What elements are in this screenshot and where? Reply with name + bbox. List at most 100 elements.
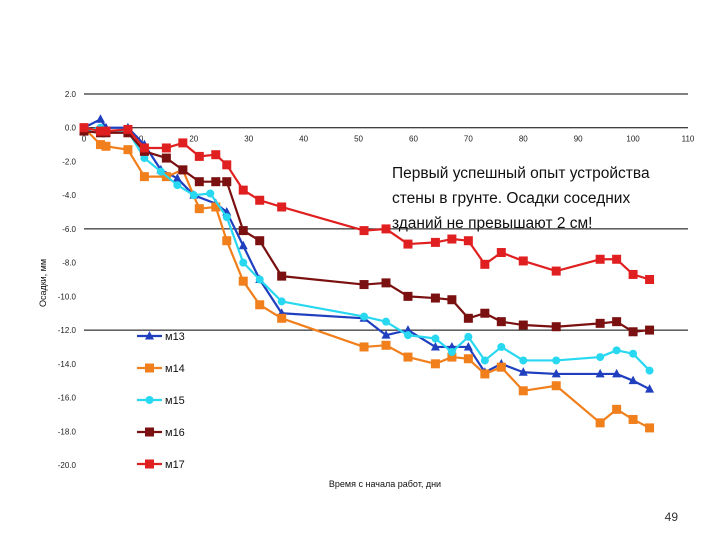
point-м17-26 [645, 275, 655, 284]
point-м13-6 [172, 173, 182, 182]
point-м16-8 [211, 177, 221, 187]
y-tick-labels: 2.0 0.0 -2.0 -4.0 -6.0 -8.0 -10.0 -12.0 -14.0 -16… [58, 90, 77, 470]
point-м15-22 [552, 356, 561, 365]
point-м17-6 [178, 138, 188, 148]
point-м14-9 [222, 236, 232, 246]
legend-item-м14: м14 [137, 363, 185, 375]
point-м13-23 [595, 368, 605, 378]
point-м14-25 [628, 414, 638, 424]
point-м16-23 [595, 318, 605, 328]
point-м17-21 [518, 256, 528, 266]
legend-item-м13: м13 [137, 331, 185, 343]
series-м17 [79, 123, 655, 284]
point-м15-19 [480, 356, 489, 365]
point-м17-15 [403, 239, 413, 249]
point-м14-7 [194, 204, 204, 214]
annotation-text: Первый успешный опыт устройства стены в … [392, 165, 650, 232]
point-м14-19 [480, 369, 490, 379]
point-м17-13 [359, 226, 369, 236]
y-tick-0: 2.0 [65, 90, 77, 99]
point-м13-10 [238, 240, 248, 250]
point-м14-4 [139, 172, 149, 182]
point-м14-23 [595, 418, 605, 428]
y-tick-11: -20.0 [58, 461, 77, 470]
point-м14-3 [123, 145, 133, 155]
point-м14-2 [101, 141, 111, 151]
point-м17-24 [612, 254, 622, 264]
x-axis-label: Время с начала работ, дни [329, 479, 441, 489]
point-м14-21 [518, 386, 528, 396]
legend-marker-м14 [145, 363, 154, 373]
point-м14-10 [238, 276, 248, 286]
point-м15-21 [519, 356, 528, 365]
point-м15-7 [189, 191, 198, 200]
y-tick-8: -14.0 [58, 360, 77, 369]
point-м16-21 [518, 320, 528, 330]
point-м16-24 [612, 317, 622, 327]
point-м16-16 [430, 293, 440, 303]
point-м15-14 [382, 317, 390, 326]
legend-item-м17: м17 [137, 459, 185, 471]
x-tick-6: 60 [409, 135, 418, 144]
point-м15-10 [239, 258, 248, 267]
x-tick-3: 30 [244, 135, 253, 144]
point-м14-20 [496, 362, 506, 372]
point-м16-22 [551, 322, 561, 332]
legend-label-м13: м13 [165, 331, 185, 343]
point-м16-15 [403, 291, 413, 301]
legend-label-м17: м17 [165, 459, 185, 471]
point-м15-17 [447, 348, 456, 357]
point-м14-12 [277, 313, 287, 323]
point-м17-12 [277, 202, 287, 212]
point-м17-3 [123, 124, 133, 134]
point-м16-20 [496, 317, 506, 327]
point-м14-15 [403, 352, 413, 362]
point-м13-16 [430, 341, 440, 351]
point-м15-11 [255, 275, 264, 284]
point-м17-1 [95, 126, 105, 136]
point-м16-25 [628, 327, 638, 337]
legend-label-м16: м16 [165, 427, 185, 439]
point-м17-8 [211, 150, 221, 160]
point-м14-22 [551, 381, 561, 391]
point-м16-13 [359, 280, 369, 290]
point-м15-18 [464, 332, 473, 341]
point-м17-0 [79, 123, 89, 133]
point-м13-15 [403, 325, 413, 334]
point-м17-10 [238, 185, 248, 195]
legend-label-м15: м15 [165, 395, 185, 407]
point-м15-20 [497, 342, 506, 351]
legend-marker-м16 [145, 427, 154, 437]
y-tick-10: -18.0 [58, 427, 77, 436]
annotation-line-2: стены в грунте. Осадки соседних [392, 190, 630, 207]
point-м14-24 [612, 404, 622, 414]
point-м16-7 [194, 177, 204, 187]
point-м15-25 [629, 349, 638, 358]
point-м17-16 [430, 237, 440, 247]
x-tick-11: 110 [682, 135, 695, 144]
point-м13-1 [95, 114, 105, 123]
point-м17-22 [551, 266, 561, 276]
legend-item-м16: м16 [137, 427, 185, 439]
point-м15-12 [277, 297, 286, 306]
point-м16-17 [447, 295, 457, 305]
point-м17-11 [255, 195, 265, 205]
point-м17-23 [595, 254, 605, 264]
point-м16-26 [645, 325, 655, 335]
y-tick-7: -12.0 [58, 326, 77, 335]
point-м13-24 [612, 368, 622, 378]
y-tick-1: 0.0 [65, 124, 77, 133]
point-м16-14 [381, 278, 391, 288]
point-м17-14 [381, 224, 391, 234]
y-axis-label: Осадки, мм [38, 259, 48, 307]
point-м15-5 [156, 167, 165, 176]
x-tick-9: 90 [574, 135, 583, 144]
annotation-line-1: Первый успешный опыт устройства [392, 165, 650, 182]
point-м15-4 [140, 154, 149, 163]
x-tick-7: 70 [464, 135, 473, 144]
y-tick-3: -4.0 [62, 191, 76, 200]
point-м16-19 [480, 308, 490, 318]
point-м13-17 [447, 341, 457, 351]
point-м13-14 [381, 330, 391, 339]
